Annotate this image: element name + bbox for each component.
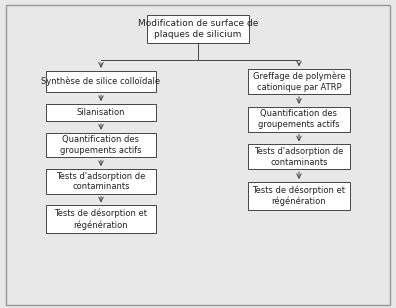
FancyBboxPatch shape <box>46 169 156 194</box>
FancyBboxPatch shape <box>46 133 156 157</box>
FancyBboxPatch shape <box>248 182 350 210</box>
Text: Tests d'adsorption de
contaminants: Tests d'adsorption de contaminants <box>56 172 146 191</box>
FancyBboxPatch shape <box>248 144 350 169</box>
FancyBboxPatch shape <box>46 104 156 121</box>
Text: Tests de désorption et
régénération: Tests de désorption et régénération <box>253 185 345 206</box>
Text: Quantification des
groupements actifs: Quantification des groupements actifs <box>258 109 340 129</box>
Text: Synthèse de silice colloïdale: Synthèse de silice colloïdale <box>42 77 160 86</box>
Text: Quantification des
groupements actifs: Quantification des groupements actifs <box>60 135 142 155</box>
Text: Modification de surface de
plaques de silicium: Modification de surface de plaques de si… <box>138 19 258 39</box>
FancyBboxPatch shape <box>46 205 156 233</box>
FancyBboxPatch shape <box>248 107 350 132</box>
FancyBboxPatch shape <box>248 69 350 94</box>
Text: Tests d'adsorption de
contaminants: Tests d'adsorption de contaminants <box>254 147 344 167</box>
Text: Silanisation: Silanisation <box>77 108 125 117</box>
Text: Tests de désorption et
régénération: Tests de désorption et régénération <box>55 209 147 230</box>
FancyBboxPatch shape <box>147 15 249 43</box>
Text: Greffage de polymère
cationique par ATRP: Greffage de polymère cationique par ATRP <box>253 71 345 92</box>
FancyBboxPatch shape <box>46 71 156 92</box>
